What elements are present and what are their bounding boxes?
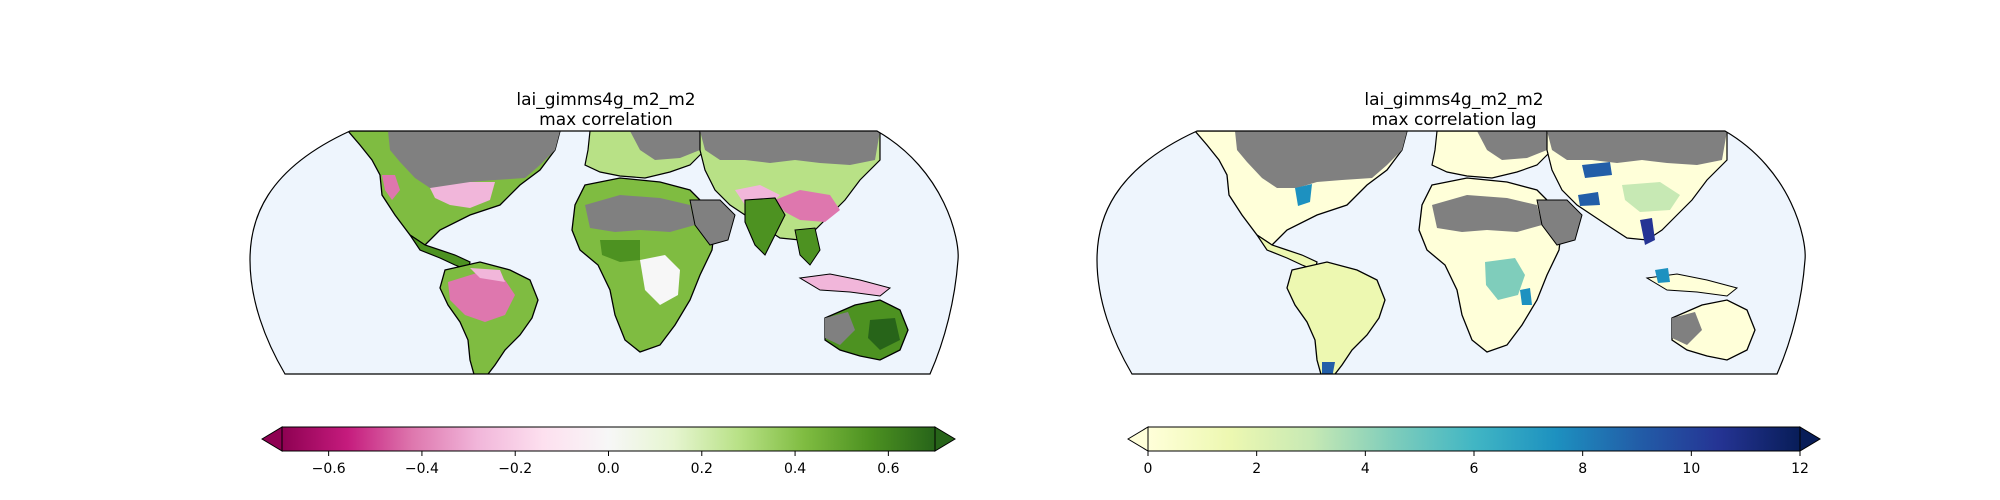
colorbar-2-extend-max [1799, 426, 1821, 452]
map-2-mongolia-blue [1582, 162, 1612, 178]
colorbar-2-extend-min [1127, 426, 1149, 452]
colorbar-2-tick-label: 2 [1252, 461, 1261, 477]
map-1-west-us-pink [382, 175, 400, 200]
colorbar-1-tick-label: 0.4 [784, 461, 806, 477]
colorbar-1-tick-label: 0.0 [597, 461, 619, 477]
map-2-australia-nodata [1672, 312, 1702, 345]
colorbar-2-tick-label: 12 [1791, 461, 1809, 477]
colorbar-1-tick-label: −0.6 [312, 461, 346, 477]
map-2-siberia-nodata [1547, 131, 1727, 165]
map-1-australia-nodata [825, 312, 855, 345]
map-1-india [744, 197, 786, 256]
map-2-frame [1096, 130, 1806, 375]
map-1-sa-light-pink [470, 268, 505, 282]
map-2-south-america [1286, 261, 1386, 374]
map-2-sumatra-blue [1655, 268, 1670, 283]
colorbar-2-tick-label: 10 [1682, 461, 1700, 477]
map-max-correlation-lag [1096, 130, 1806, 375]
map-1-australia-darkgreen [868, 318, 900, 350]
map-1-north-america-nodata [388, 131, 560, 188]
colorbar-2-ticks: 0 2 4 6 8 10 12 [1144, 451, 1809, 477]
map-2-congo-teal [1485, 258, 1525, 300]
colorbar-2-tick-label: 4 [1361, 461, 1370, 477]
map-max-correlation [249, 130, 959, 375]
colorbar-1-body [281, 426, 936, 452]
colorbar-1-ticks: −0.6 −0.4 −0.2 0.0 0.2 0.4 0.6 [312, 451, 900, 477]
map-1-sahara-nodata [585, 195, 695, 232]
colorbar-2-tick-label: 8 [1578, 461, 1587, 477]
colorbar-1-extend-max [934, 426, 956, 452]
map-1-frame [249, 130, 959, 375]
map-1-amazon-pink [448, 272, 515, 322]
colorbar-2-tick-label: 6 [1470, 461, 1479, 477]
map-1-europe-nodata [630, 131, 700, 160]
colorbar-1-extend-min [261, 426, 283, 452]
colorbar-1: −0.6 −0.4 −0.2 0.0 0.2 0.4 0.6 [261, 426, 956, 477]
map-1-africa-darkgreen [600, 240, 640, 262]
map-2-title: lai_gimms4g_m2_m2 max correlation lag [1254, 90, 1654, 130]
map-1-title-line1: lai_gimms4g_m2_m2 [516, 90, 696, 110]
colorbar-1-tick-label: 0.6 [877, 461, 899, 477]
map-1-title: lai_gimms4g_m2_m2 max correlation [406, 90, 806, 130]
colorbar-1-tick-label: −0.2 [498, 461, 532, 477]
map-2-arabia-nodata [1536, 199, 1583, 246]
map-1-arabia-nodata [689, 199, 736, 246]
map-2-title-line1: lai_gimms4g_m2_m2 [1364, 90, 1544, 110]
colorbar-2-body [1147, 426, 1801, 452]
map-1-se-asia [794, 227, 821, 266]
colorbar-2-tick-label: 0 [1144, 461, 1153, 477]
map-1-siberia-nodata [700, 131, 880, 165]
map-2-sa-south-blue [1322, 362, 1335, 374]
map-2-china-green [1622, 182, 1680, 212]
map-1-central-africa-white [640, 255, 680, 305]
map-2-se-asia-blue [1640, 218, 1655, 245]
map-1-east-us-pink [430, 182, 495, 208]
map-2-sahara-nodata [1432, 195, 1542, 232]
colorbar-1-tick-label: 0.2 [691, 461, 713, 477]
map-2-tibet-blue [1578, 192, 1600, 206]
map-1-title-line2: max correlation [539, 110, 673, 130]
colorbar-2: 0 2 4 6 8 10 12 [1127, 426, 1821, 477]
map-2-north-america-nodata [1235, 131, 1407, 188]
colorbar-1-tick-label: −0.4 [405, 461, 439, 477]
map-2-east-africa-blue [1520, 288, 1532, 305]
map-1-indonesia [798, 273, 892, 297]
map-2-title-line2: max correlation lag [1371, 110, 1537, 130]
map-1-china-pink [775, 190, 840, 222]
map-2-europe-nodata [1477, 131, 1547, 160]
map-2-east-us-blue [1295, 184, 1312, 206]
